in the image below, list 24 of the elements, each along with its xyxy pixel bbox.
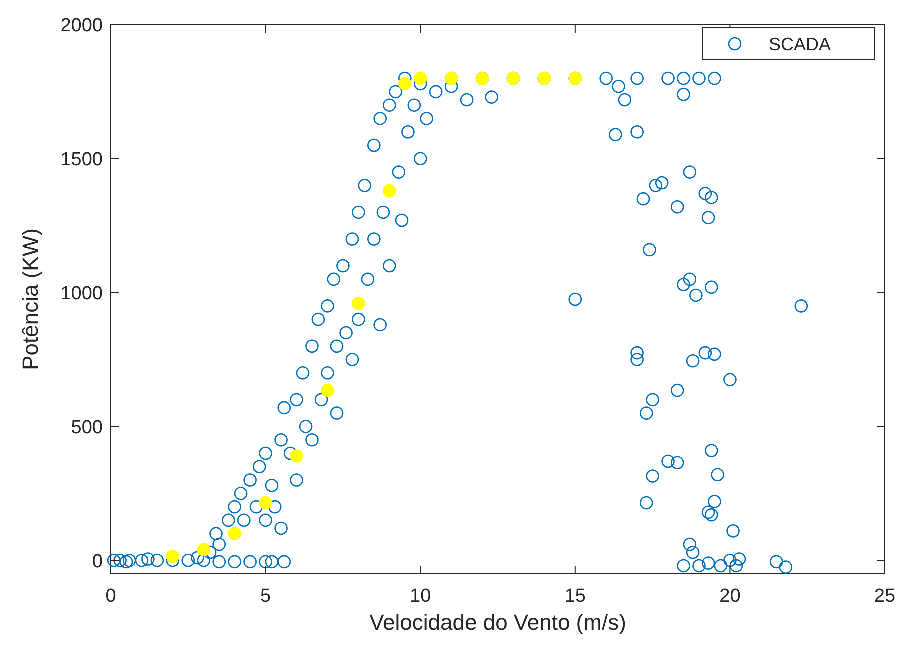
x-tick-label: 10 bbox=[410, 586, 432, 607]
point bbox=[259, 496, 272, 510]
y-tick-label: 0 bbox=[92, 551, 103, 572]
y-tick-label: 500 bbox=[71, 417, 103, 438]
point bbox=[197, 543, 211, 557]
x-tick-label: 5 bbox=[260, 586, 272, 607]
legend-label: SCADA bbox=[769, 34, 832, 54]
x-tick-label: 15 bbox=[564, 586, 586, 607]
point bbox=[228, 527, 242, 540]
y-tick-label: 1500 bbox=[60, 150, 103, 171]
y-tick-label: 2000 bbox=[60, 16, 103, 37]
y-axis-title: Potência (KW) bbox=[18, 228, 43, 370]
x-axis-title: Velocidade do Vento (m/s) bbox=[370, 610, 626, 635]
point bbox=[321, 384, 334, 398]
point bbox=[352, 296, 366, 310]
x-tick-label: 20 bbox=[720, 586, 741, 607]
point bbox=[290, 450, 304, 463]
point bbox=[398, 77, 412, 91]
point bbox=[414, 72, 428, 86]
point bbox=[382, 184, 396, 198]
point bbox=[166, 550, 180, 564]
x-tick-label: 0 bbox=[106, 586, 116, 607]
y-tick-label: 1000 bbox=[60, 283, 103, 304]
x-tick-label: 25 bbox=[874, 586, 896, 607]
